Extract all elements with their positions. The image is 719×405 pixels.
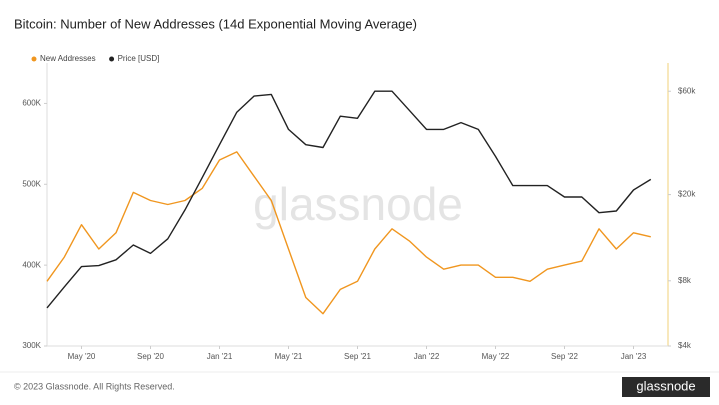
y-tick-label: 400K [22,260,41,269]
x-tick-label: Sep '22 [551,352,578,361]
series-line [46,90,652,309]
y2-tick-label: $8k [678,276,692,285]
legend-label: Price [USD] [118,54,160,63]
logo-box [622,377,710,397]
y2-tick-label: $4k [678,341,692,350]
legend-label: New Addresses [40,54,96,63]
watermark: glassnode [253,178,463,230]
legend-swatch [109,56,115,62]
y-tick-label: 300K [22,341,41,350]
x-tick-label: Jan '23 [621,352,647,361]
y-tick-label: 600K [22,99,41,108]
legend-swatch [31,56,37,62]
x-tick-label: Sep '20 [137,352,164,361]
series-line [46,151,651,315]
logo: glassnode [636,378,695,393]
footer: © 2023 Glassnode. All Rights Reserved. [14,381,175,391]
x-tick-label: Sep '21 [344,352,371,361]
x-tick-label: Jan '22 [414,352,440,361]
x-tick-label: May '21 [275,352,303,361]
x-tick-label: Jan '21 [207,352,233,361]
y2-tick-label: $60k [678,86,696,95]
y2-tick-label: $20k [678,190,696,199]
x-tick-label: May '22 [482,352,510,361]
chart-title: Bitcoin: Number of New Addresses (14d Ex… [14,16,417,31]
y-tick-label: 500K [22,179,41,188]
x-tick-label: May '20 [68,352,96,361]
